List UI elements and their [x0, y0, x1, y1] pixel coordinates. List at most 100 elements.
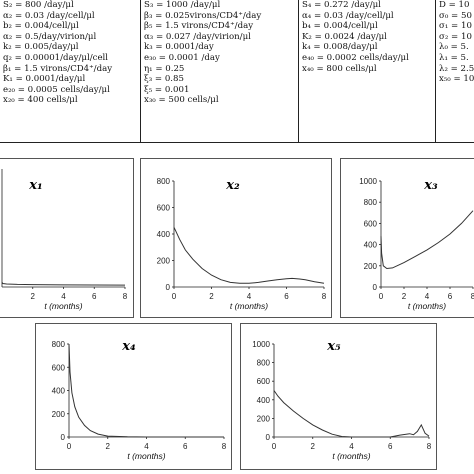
x-tick-label: 8	[222, 442, 227, 451]
y-tick-label: 0	[266, 433, 271, 442]
chart-svg: 0 200 400 600 800 0 2 4 6 8 t (months) x₂	[157, 177, 327, 311]
parameter-col2-8: ξ₅ = 0.001	[144, 84, 190, 95]
y-tick-label: 0	[166, 283, 171, 292]
x-tick-label: 2	[106, 442, 111, 451]
chart-x3: 0 200 400 600 800 1000 0 2 4 6 8 t (months) x₃	[340, 158, 474, 318]
y-tick-label: 600	[52, 363, 66, 372]
parameter-col4-6: λ₂ = 2.5	[439, 63, 474, 74]
series-line	[273, 390, 430, 438]
x-tick-label: 6	[183, 442, 188, 451]
parameter-col2-4: k₃ = 0.0001/day	[144, 42, 214, 53]
parameter-col4-3: σ₂ = 10	[439, 31, 472, 42]
y-tick-label: 800	[52, 340, 66, 349]
chart-svg: 0 200 400 600 800 1000 0 2 4 6 8 t (months) x₃	[359, 177, 474, 311]
x-tick-label: 4	[247, 292, 252, 301]
y-tick-label: 200	[157, 257, 171, 266]
y-tick-label: 200	[52, 410, 66, 419]
y-tick-label: 1000	[359, 177, 377, 186]
chart-title: x₄	[121, 339, 136, 354]
chart-svg: 0 200 400 600 800 1000 0 2 4 6 8 t (months) x₅	[252, 339, 432, 461]
parameter-col1-8: e₂₀ = 0.0005 cells/day/μl	[3, 84, 110, 95]
y-tick-label: 200	[364, 262, 378, 271]
x-tick-label: 6	[92, 292, 97, 301]
chart-svg: 0 200 400 600 800 0 2 4 6 8 t (months) x₄	[52, 339, 227, 461]
parameter-table: S₂ = 800 /day/μl α₂ = 0.03 /day/cell/μl b₂…	[0, 0, 474, 143]
series-line	[68, 343, 224, 438]
series-line	[173, 227, 325, 284]
x-tick-label: 8	[322, 292, 327, 301]
x-tick-label: 4	[349, 442, 354, 451]
parameter-col4-1: σ₀ = 50	[439, 10, 472, 21]
x-axis-label: t (months)	[127, 451, 165, 461]
x-tick-label: 0	[67, 442, 72, 451]
parameter-col4-5: λ₁ = 5.	[439, 52, 469, 63]
y-tick-label: 400	[52, 387, 66, 396]
chart-title: x₅	[326, 339, 341, 354]
series-line	[380, 210, 474, 270]
parameter-col2-5: e₃₀ = 0.0001 /day	[144, 52, 220, 63]
chart-x4: 0 200 400 600 800 0 2 4 6 8 t (months) x₄	[35, 323, 232, 470]
x-axis-label: t (months)	[408, 301, 446, 311]
chart-x5: 0 200 400 600 800 1000 0 2 4 6 8 t (months) x₅	[240, 323, 437, 470]
parameter-col1-6: β₁ = 1.5 virons/CD4⁺/day	[3, 63, 113, 74]
parameter-col1-4: k₂ = 0.005/day/μl	[3, 42, 79, 53]
chart-x1: 2 4 6 8 t (months) x₁	[0, 158, 134, 318]
parameter-col3-6: x₄₀ = 800 cells/μl	[302, 63, 377, 74]
y-tick-label: 0	[373, 283, 378, 292]
parameter-column-1: S₂ = 800 /day/μl α₂ = 0.03 /day/cell/μl b₂…	[0, 0, 140, 142]
parameter-col4-7: x₅₀ = 10	[439, 74, 474, 85]
parameter-col1-9: x₂₀ = 400 cells/μl	[3, 95, 78, 106]
y-tick-label: 800	[157, 177, 171, 186]
y-tick-label: 800	[257, 359, 271, 368]
x-tick-label: 0	[379, 292, 384, 301]
x-tick-label: 8	[471, 292, 474, 301]
parameter-col1-2: b₂ = 0.004/cell/μl	[3, 21, 79, 32]
x-tick-label: 2	[31, 292, 36, 301]
y-tick-label: 600	[157, 204, 171, 213]
x-tick-label: 6	[388, 442, 393, 451]
parameter-col2-3: α₃ = 0.027 /day/virion/μl	[144, 31, 251, 42]
x-tick-label: 2	[209, 292, 214, 301]
parameter-col4-0: D = 10	[439, 0, 470, 10]
y-tick-label: 200	[257, 414, 271, 423]
parameter-col1-3: α₂ = 0.5/day/virion/μl	[3, 31, 97, 42]
parameter-col2-2: β₅ = 1.5 virons/CD4⁺/day	[144, 21, 254, 32]
parameter-col4-2: σ₁ = 10	[439, 21, 472, 32]
chart-title: x₁	[28, 178, 42, 193]
x-tick-label: 6	[284, 292, 289, 301]
parameter-col3-3: K₂ = 0.0024 /day/μl	[302, 31, 387, 42]
x-tick-label: 0	[172, 292, 177, 301]
chart-title: x₂	[225, 178, 240, 193]
y-tick-label: 800	[364, 198, 378, 207]
parameter-col2-6: η₁ = 0.25	[144, 63, 185, 74]
chart-svg: 2 4 6 8 t (months) x₁	[1, 169, 128, 311]
parameter-col1-5: q₂ = 0.00001/day/μl/cell	[3, 52, 109, 63]
y-tick-label: 400	[364, 241, 378, 250]
parameter-col3-5: e₄₀ = 0.0002 cells/day/μl	[302, 52, 409, 63]
parameter-col3-4: k₄ = 0.008/day/μl	[302, 42, 378, 53]
y-tick-label: 1000	[252, 340, 270, 349]
parameter-col3-2: b₄ = 0.004/cell/μl	[302, 21, 378, 32]
chart-title: x₃	[423, 178, 438, 193]
parameter-col1-7: K₁ = 0.0001/day/μl	[3, 74, 86, 85]
x-axis-label: t (months)	[44, 301, 82, 311]
parameter-col3-1: α₄ = 0.03 /day/cell/μl	[302, 10, 394, 21]
x-tick-label: 8	[123, 292, 128, 301]
y-tick-label: 600	[364, 219, 378, 228]
x-tick-label: 2	[311, 442, 316, 451]
parameter-col3-0: S₄ = 0.272 /day/μl	[302, 0, 381, 10]
parameter-column-2: S₃ = 1000 /day/μl β₃ = 0.025virons/CD4⁺/d…	[140, 0, 298, 142]
y-tick-label: 0	[61, 433, 66, 442]
parameter-col2-1: β₃ = 0.025virons/CD4⁺/day	[144, 10, 262, 21]
parameter-col4-4: λ₀ = 5.	[439, 42, 469, 53]
x-axis-label: t (months)	[230, 301, 268, 311]
parameter-col1-0: S₂ = 800 /day/μl	[3, 0, 74, 10]
parameter-col1-1: α₂ = 0.03 /day/cell/μl	[3, 10, 95, 21]
y-tick-label: 400	[257, 396, 271, 405]
x-tick-label: 8	[427, 442, 432, 451]
x-tick-label: 4	[144, 442, 149, 451]
parameter-col2-7: ξ₃ = 0.85	[144, 74, 184, 85]
parameter-column-4: D = 10 σ₀ = 50 σ₁ = 10 σ₂ = 10 λ₀ = 5. λ₁ = 5…	[435, 0, 474, 142]
parameter-col2-9: x₃₀ = 500 cells/μl	[144, 95, 219, 106]
x-tick-label: 4	[61, 292, 66, 301]
